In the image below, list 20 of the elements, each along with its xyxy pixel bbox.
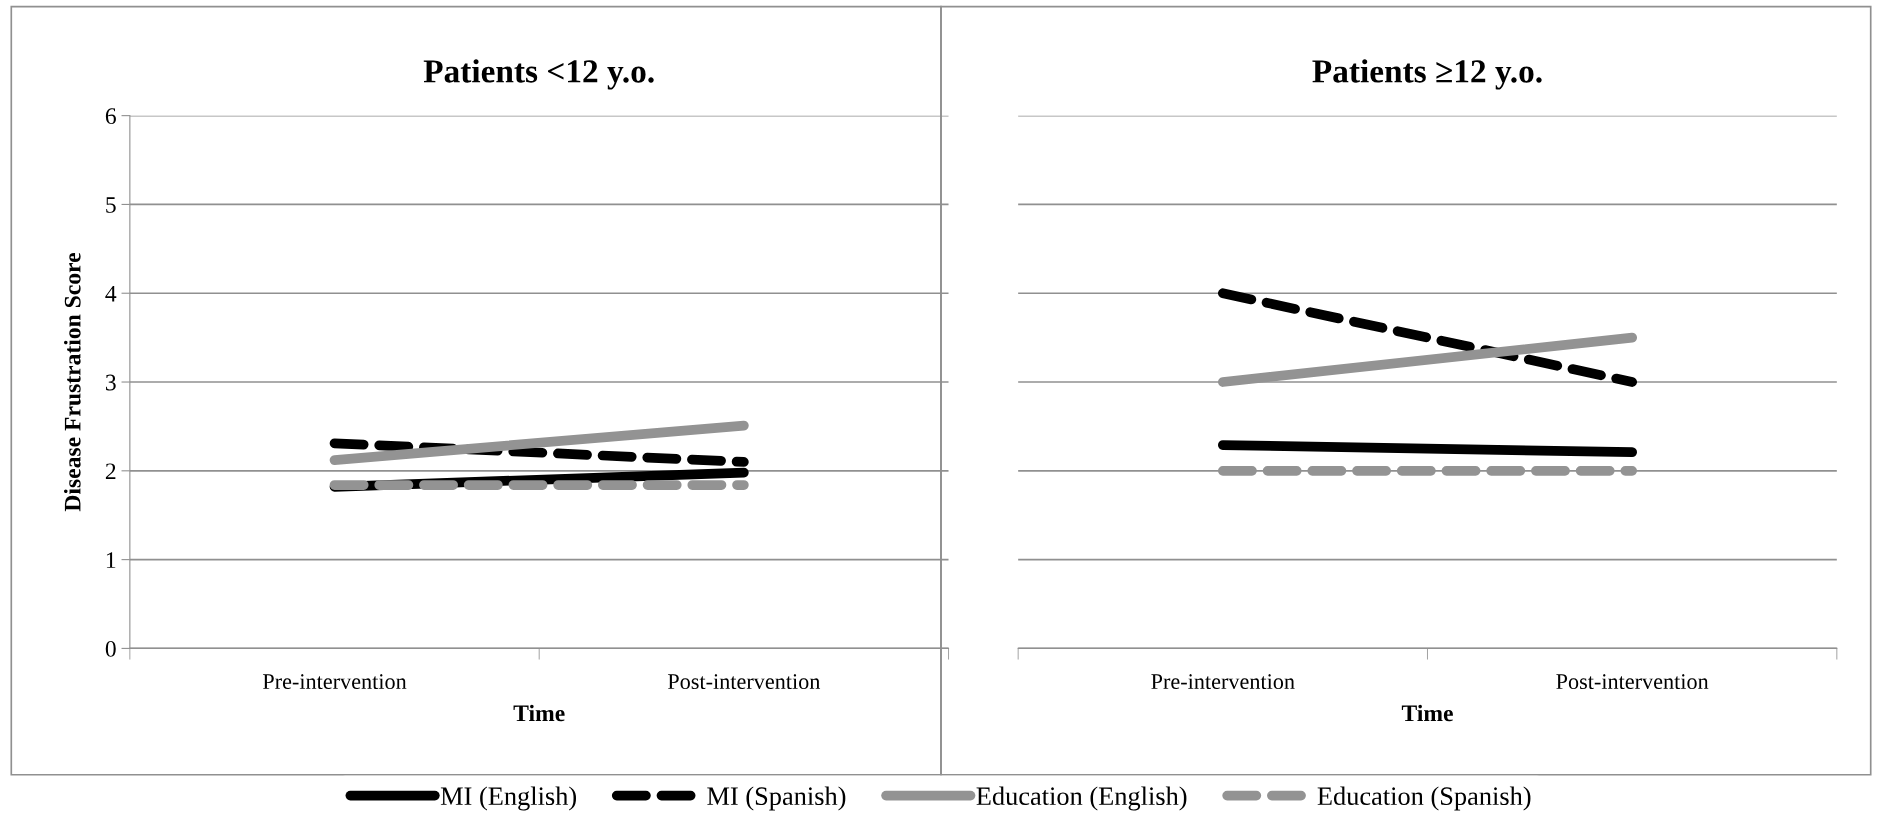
x-tick-label: Post-intervention <box>667 674 821 690</box>
y-tick-label: 4 <box>105 285 117 302</box>
legend-label: Education (Spanish) <box>1317 786 1531 811</box>
x-tick-label: Post-intervention <box>1556 674 1709 690</box>
chart-title: Patients <12 y.o. <box>423 59 654 90</box>
y-axis-title: Disease Frustration Score <box>64 253 81 512</box>
y-tick-label: 1 <box>106 552 116 568</box>
legend-label: MI (Spanish) <box>707 786 846 811</box>
legend-label: Education (English) <box>976 786 1187 811</box>
y-tick-label: 2 <box>105 463 116 480</box>
x-axis-title: Time <box>1401 704 1453 722</box>
x-tick-label: Pre-intervention <box>1151 674 1295 690</box>
y-tick-label: 3 <box>105 374 116 391</box>
x-axis-title: Time <box>513 704 565 722</box>
legend-label: MI (English) <box>440 786 577 811</box>
y-tick-label: 5 <box>106 197 116 213</box>
chart-title: Patients ≥12 y.o. <box>1312 59 1542 90</box>
y-tick-label: 6 <box>105 108 116 125</box>
y-tick-label: 0 <box>105 640 116 657</box>
x-tick-label: Pre-intervention <box>262 674 407 690</box>
